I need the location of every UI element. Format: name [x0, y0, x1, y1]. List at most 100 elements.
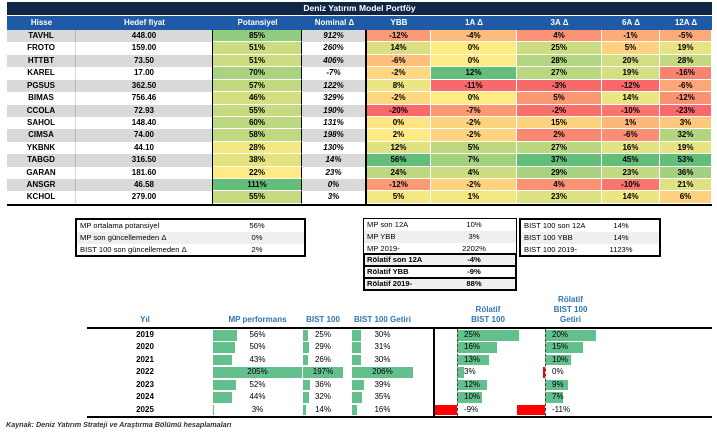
- cell-d6a: 16%: [602, 141, 660, 155]
- cell-hedef-fiyat: 362.50: [76, 79, 213, 93]
- performance-value: 12%: [464, 379, 481, 389]
- cell-d3a: 27%: [517, 67, 602, 80]
- cell-d6a: 45%: [602, 154, 660, 167]
- cell-nominal-delta: 406%: [302, 54, 367, 68]
- table-row: CIMSA 74.00 58% 198% 2% -2% 2% -6% 32%: [7, 129, 712, 142]
- performance-value: -11%: [552, 404, 571, 414]
- data-bar-positive: [352, 404, 357, 416]
- performance-value: 3%: [251, 404, 264, 414]
- data-bar-positive: [213, 379, 236, 391]
- performance-year: 2025: [136, 404, 154, 414]
- cell-hedef-fiyat: 279.00: [76, 191, 213, 204]
- table-row: SAHOL 148.40 60% 131% 0% -2% 15% 1% 3%: [7, 116, 712, 130]
- summary-bist-row: BIST 100 2019- 1123%: [521, 244, 659, 256]
- performance-value: 50%: [249, 342, 266, 352]
- cell-nominal-delta: 3%: [302, 191, 367, 204]
- data-bar-negative: [516, 404, 545, 416]
- cell-d12a: 3%: [660, 116, 712, 130]
- table-row: TABGD 316.50 38% 14% 56% 7% 37% 45% 53%: [7, 154, 712, 167]
- performance-cell-bist: 14%: [303, 404, 343, 416]
- performance-header-mp: MP performans: [228, 315, 287, 324]
- performance-cell-mp: 3%: [213, 404, 302, 416]
- performance-value: 43%: [249, 354, 266, 364]
- performance-value: 3%: [464, 367, 476, 377]
- cell-ybb: 8%: [367, 79, 431, 93]
- cell-nominal-delta: 131%: [302, 116, 367, 130]
- cell-ybb: 0%: [367, 116, 431, 130]
- cell-potansiyel: 85%: [213, 30, 302, 43]
- data-bar-positive: [457, 379, 487, 391]
- column-header-potansiyel: Potansiyel: [237, 18, 278, 27]
- cell-nominal-delta: 14%: [302, 154, 367, 167]
- cell-d1a: -11%: [431, 79, 517, 93]
- data-bar-positive: [213, 342, 235, 353]
- cell-ybb: -12%: [367, 30, 431, 43]
- cell-d1a: 1%: [431, 191, 517, 204]
- cell-ybb: 14%: [367, 42, 431, 55]
- table-row: KCHOL 279.00 55% 3% 5% 1% 23% 14% 6%: [7, 191, 712, 204]
- performance-cell-mp: 50%: [213, 342, 302, 353]
- cell-d1a: 7%: [431, 154, 517, 167]
- data-bar-positive: [545, 330, 596, 341]
- performance-value: 10%: [552, 354, 569, 364]
- cell-d3a: 29%: [517, 166, 602, 180]
- summary-mp-row: MP 2019- 2202%: [364, 243, 516, 255]
- data-bar-positive: [457, 367, 465, 378]
- cell-d1a: -2%: [431, 116, 517, 130]
- cell-d12a: -23%: [660, 104, 712, 117]
- cell-d12a: 53%: [660, 154, 712, 167]
- data-bar-positive: [457, 330, 519, 341]
- cell-d3a: 37%: [517, 154, 602, 167]
- performance-value: 36%: [314, 379, 331, 389]
- portfolio-table-header-row: Hisse Hedef fiyat Potansiyel Nominal Δ YBB 1A…: [7, 16, 712, 30]
- summary-mp-row: Rölatif 2019- 88%: [363, 277, 517, 291]
- cell-d1a: 12%: [431, 67, 517, 80]
- performance-value: 56%: [249, 330, 266, 339]
- data-bar-positive: [352, 354, 361, 366]
- cell-hedef-fiyat: 181.60: [76, 166, 213, 180]
- cell-hisse: PGSUS: [7, 79, 76, 93]
- performance-cell-mp: 44%: [213, 392, 302, 403]
- performance-value: -9%: [464, 404, 479, 414]
- cell-d6a: 23%: [602, 166, 660, 180]
- cell-nominal-delta: 198%: [302, 129, 367, 142]
- data-bar-negative: [543, 367, 545, 378]
- table-row: PGSUS 362.50 57% 122% 8% -11% -3% -12% -6%: [7, 79, 712, 93]
- summary-potential-row: MP son güncellemeden Δ 0%: [77, 231, 304, 244]
- performance-value: 197%: [312, 367, 334, 377]
- column-header-1a: 1A Δ: [465, 18, 483, 27]
- data-bar-positive: [303, 354, 309, 366]
- data-bar-positive: [457, 354, 490, 366]
- cell-d6a: 5%: [602, 42, 660, 55]
- performance-value: 20%: [552, 330, 569, 339]
- cell-d3a: 23%: [517, 191, 602, 204]
- relative-bist100-getiri-zero-axis: [545, 329, 546, 416]
- performance-cell-rel-bist: 10%: [457, 392, 519, 403]
- column-header-hedef-fiyat: Hedef fiyat: [124, 18, 165, 27]
- cell-d6a: -1%: [602, 30, 660, 43]
- column-header-12a: 12A Δ: [674, 18, 698, 27]
- performance-value: 10%: [464, 392, 481, 402]
- performance-value: 35%: [374, 392, 391, 402]
- performance-cell-rel-getiri: 10%: [545, 354, 596, 366]
- cell-potansiyel: 55%: [213, 191, 302, 204]
- performance-cell-bist: 36%: [303, 379, 343, 391]
- performance-value: 32%: [314, 392, 331, 402]
- data-bar-positive: [303, 379, 311, 391]
- cell-d12a: 19%: [660, 141, 712, 155]
- cell-d6a: 1%: [602, 116, 660, 130]
- cell-d6a: 14%: [602, 191, 660, 204]
- cell-hisse: BIMAS: [7, 92, 76, 105]
- cell-nominal-delta: 23%: [302, 166, 367, 180]
- cell-d1a: 0%: [431, 42, 517, 55]
- cell-ybb: -20%: [367, 104, 431, 117]
- summary-potential-value: 56%: [249, 221, 265, 230]
- cell-d12a: 32%: [660, 129, 712, 142]
- summary-box-potential: MP ortalama potansiyel 56% MP son güncelle…: [75, 218, 306, 258]
- performance-row: 2019 56% 25% 30% 25% 20%: [87, 329, 712, 341]
- cell-d1a: -7%: [431, 104, 517, 117]
- data-bar-positive: [352, 342, 362, 353]
- cell-hisse: TABGD: [7, 154, 76, 167]
- performance-cell-rel-bist: 12%: [457, 379, 519, 391]
- performance-cell-bist-getiri: 30%: [352, 354, 413, 366]
